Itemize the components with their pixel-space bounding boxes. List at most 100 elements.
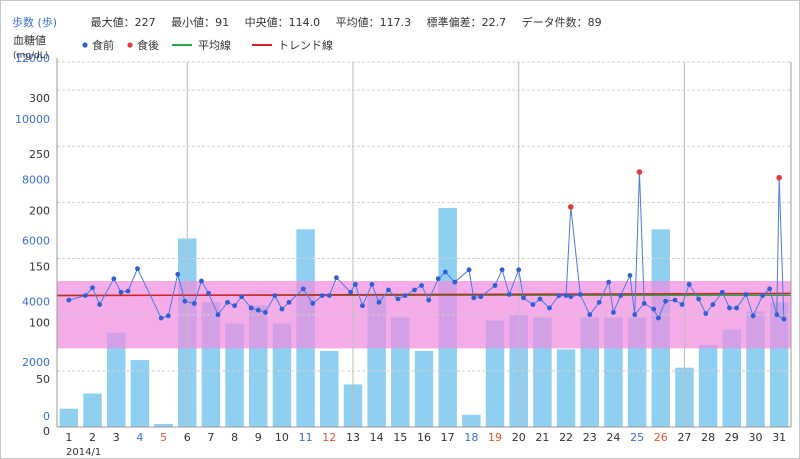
premeal-point bbox=[651, 306, 657, 312]
x-axis-sublabel: 2014/1 bbox=[66, 447, 101, 458]
premeal-point bbox=[248, 305, 254, 311]
premeal-point bbox=[568, 294, 574, 300]
x-tick-label: 28 bbox=[701, 431, 715, 444]
premeal-point bbox=[727, 305, 732, 311]
premeal-point bbox=[471, 295, 477, 301]
x-tick-label: 8 bbox=[231, 431, 238, 444]
steps-bar bbox=[225, 323, 244, 427]
premeal-point bbox=[710, 302, 716, 307]
x-tick-label: 5 bbox=[160, 431, 167, 444]
premeal-point bbox=[478, 294, 484, 300]
premeal-point bbox=[442, 269, 448, 275]
premeal-point bbox=[596, 299, 602, 305]
steps-bar bbox=[272, 323, 292, 427]
premeal-point bbox=[611, 310, 616, 315]
steps-tick-label: 12000 bbox=[15, 52, 50, 65]
steps-tick-label: 4000 bbox=[22, 295, 50, 308]
legend-dot bbox=[127, 42, 133, 48]
x-tick-label: 22 bbox=[559, 431, 573, 444]
premeal-point bbox=[696, 296, 702, 302]
premeal-point bbox=[563, 293, 569, 298]
x-tick-label: 2 bbox=[89, 431, 96, 444]
premeal-point bbox=[547, 305, 552, 311]
postmeal-connector bbox=[778, 177, 785, 320]
x-tick-label: 16 bbox=[417, 431, 431, 444]
premeal-point bbox=[352, 281, 358, 287]
premeal-point bbox=[703, 311, 709, 316]
legend-label: 食前 bbox=[92, 38, 114, 52]
premeal-point bbox=[191, 301, 197, 306]
premeal-point bbox=[215, 312, 221, 318]
premeal-point bbox=[165, 313, 171, 319]
premeal-point bbox=[360, 303, 365, 309]
premeal-point bbox=[232, 303, 237, 309]
steps-bar bbox=[414, 350, 434, 427]
premeal-point bbox=[506, 292, 512, 297]
premeal-point bbox=[466, 267, 472, 273]
steps-bar bbox=[722, 329, 742, 427]
premeal-point bbox=[369, 281, 375, 287]
premeal-point bbox=[760, 293, 765, 298]
x-tick-label: 17 bbox=[441, 431, 455, 444]
stat-max: 最大値：227 bbox=[90, 16, 156, 29]
x-tick-label: 12 bbox=[322, 431, 336, 444]
premeal-point bbox=[206, 290, 211, 296]
postmeal-connector bbox=[638, 172, 645, 304]
legend-label: 平均線 bbox=[198, 38, 231, 52]
x-tick-label: 26 bbox=[654, 431, 668, 444]
premeal-point bbox=[66, 297, 72, 303]
steps-bar bbox=[320, 350, 339, 427]
glucose-axis-unit: (mg/dL) bbox=[13, 51, 48, 61]
stat-min: 最小値：91 bbox=[171, 16, 230, 29]
premeal-point bbox=[83, 293, 88, 298]
steps-tick-label: 2000 bbox=[22, 356, 50, 369]
stat-count: データ件数：89 bbox=[521, 16, 602, 29]
glucose-tick-label: 0 bbox=[43, 425, 50, 438]
premeal-point bbox=[426, 297, 432, 303]
premeal-point bbox=[135, 266, 140, 272]
axes: 0 2000 4000 6000 8000 10000 12000 0 50 100 150 200 2… bbox=[13, 33, 792, 458]
legend-dot bbox=[82, 42, 88, 48]
premeal-point bbox=[300, 286, 306, 292]
glucose-tick-label: 200 bbox=[29, 204, 50, 217]
x-tick-label: 20 bbox=[512, 431, 526, 444]
postmeal-connector bbox=[634, 172, 640, 315]
premeal-point bbox=[376, 299, 382, 305]
premeal-point bbox=[556, 293, 562, 298]
x-tick-label: 6 bbox=[184, 431, 191, 444]
steps-bar bbox=[130, 360, 150, 427]
legend: 食前 食後 平均線 トレンド線 bbox=[82, 38, 333, 52]
premeal-point bbox=[656, 315, 661, 321]
postmeal-point bbox=[636, 169, 643, 175]
premeal-point bbox=[577, 292, 583, 297]
steps-tick-label: 0 bbox=[43, 410, 50, 423]
premeal-point bbox=[182, 298, 188, 304]
premeal-point bbox=[333, 275, 339, 281]
legend-label: 食後 bbox=[137, 38, 159, 52]
premeal-point bbox=[262, 310, 268, 315]
x-tick-label: 18 bbox=[464, 431, 478, 444]
x-tick-label: 11 bbox=[299, 431, 313, 444]
x-tick-label: 13 bbox=[346, 431, 360, 444]
steps-tick-label: 6000 bbox=[22, 235, 50, 248]
premeal-point bbox=[279, 306, 285, 312]
premeal-point bbox=[319, 293, 325, 298]
premeal-point bbox=[111, 276, 117, 282]
premeal-point bbox=[492, 283, 498, 288]
premeal-point bbox=[618, 293, 623, 298]
premeal-point bbox=[326, 293, 332, 298]
glucose-series bbox=[66, 169, 787, 322]
steps-bar bbox=[154, 423, 173, 427]
premeal-point bbox=[452, 279, 458, 285]
stats-bar: 歩数 (歩) 最大値：227 最小値：91 中央値：114.0 平均値：117.… bbox=[12, 14, 614, 30]
glucose-tick-label: 50 bbox=[36, 373, 50, 386]
x-tick-label: 1 bbox=[65, 431, 72, 444]
steps-bar bbox=[106, 332, 126, 427]
x-tick-label: 9 bbox=[255, 431, 262, 444]
premeal-point bbox=[239, 294, 245, 300]
premeal-point bbox=[627, 272, 633, 278]
steps-tick-label: 10000 bbox=[15, 113, 50, 126]
x-tick-label: 4 bbox=[136, 431, 143, 444]
premeal-point bbox=[679, 302, 685, 307]
